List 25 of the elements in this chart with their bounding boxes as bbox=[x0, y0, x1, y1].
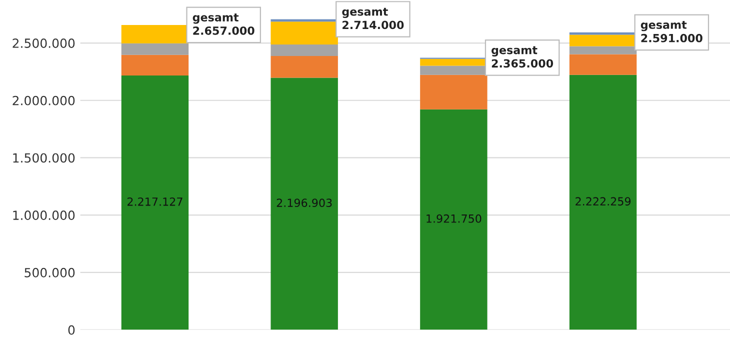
data-label: 2.222.259 bbox=[576, 197, 631, 206]
data-label: 2.217.127 bbox=[128, 197, 182, 206]
bar bbox=[121, 43, 189, 55]
total-label: gesamt 2.714.000 bbox=[342, 8, 404, 30]
total-label: gesamt 2.365.000 bbox=[492, 46, 554, 68]
y-tick-label: 2.500.000 bbox=[12, 38, 75, 48]
bar bbox=[420, 109, 488, 330]
data-label: 2.196.903 bbox=[276, 198, 332, 208]
bar bbox=[270, 44, 338, 56]
y-tick-label: 0 bbox=[68, 325, 75, 335]
bar bbox=[270, 78, 338, 330]
y-tick-label: 1.000.000 bbox=[13, 210, 75, 220]
total-label: gesamt 2.657.000 bbox=[192, 14, 254, 35]
bar bbox=[270, 56, 338, 78]
data-label: 1.921.750 bbox=[426, 214, 482, 223]
bar bbox=[121, 54, 189, 76]
total-label: gesamt 2.591.000 bbox=[640, 20, 702, 42]
bar bbox=[569, 74, 637, 330]
y-tick-label: 2.000.000 bbox=[12, 96, 75, 106]
bar bbox=[121, 75, 189, 330]
y-tick-label: 1.500.000 bbox=[13, 153, 75, 163]
bar bbox=[420, 74, 488, 110]
y-tick-label: 500.000 bbox=[24, 268, 75, 278]
bar bbox=[569, 54, 637, 75]
bar bbox=[569, 46, 637, 54]
